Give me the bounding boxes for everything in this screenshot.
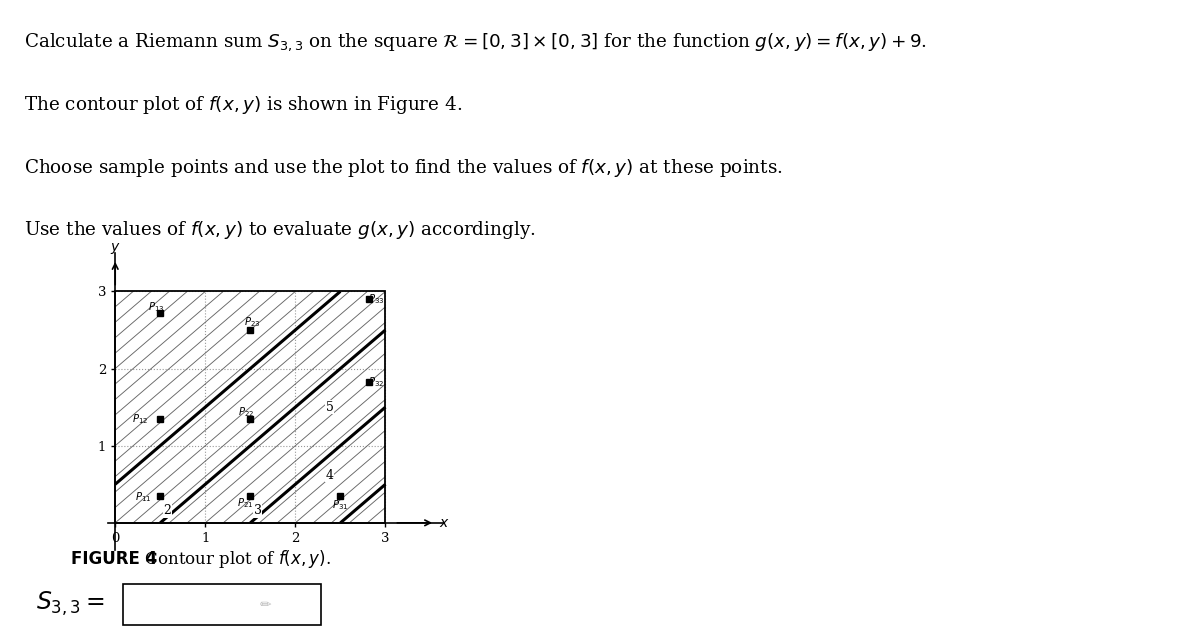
Text: $P_{31}$: $P_{31}$	[332, 498, 348, 512]
Text: Use the values of $f(x, y)$ to evaluate $g(x, y)$ accordingly.: Use the values of $f(x, y)$ to evaluate …	[24, 219, 535, 241]
Text: Contour plot of $f(x, y)$.: Contour plot of $f(x, y)$.	[134, 548, 331, 569]
FancyBboxPatch shape	[124, 584, 322, 625]
Text: 5: 5	[325, 401, 334, 413]
Text: $y$: $y$	[110, 241, 120, 256]
Text: $P_{23}$: $P_{23}$	[244, 315, 260, 329]
Text: 3: 3	[253, 504, 262, 517]
Text: Calculate a Riemann sum $S_{3,3}$ on the square $\mathcal{R} = [0, 3] \times [0,: Calculate a Riemann sum $S_{3,3}$ on the…	[24, 32, 926, 54]
Text: $P_{21}$: $P_{21}$	[236, 497, 253, 511]
Text: $P_{32}$: $P_{32}$	[368, 375, 384, 389]
Text: $S_{3,3} =$: $S_{3,3} =$	[36, 590, 106, 617]
Text: $x$: $x$	[439, 516, 450, 530]
Text: $P_{13}$: $P_{13}$	[149, 300, 164, 313]
Text: $P_{33}$: $P_{33}$	[368, 292, 385, 306]
Text: $P_{12}$: $P_{12}$	[132, 412, 149, 425]
Text: Choose sample points and use the plot to find the values of $f(x, y)$ at these p: Choose sample points and use the plot to…	[24, 157, 782, 179]
Text: $P_{11}$: $P_{11}$	[134, 490, 151, 504]
Text: 2: 2	[163, 504, 172, 517]
Text: FIGURE 4: FIGURE 4	[72, 550, 157, 568]
Text: ✏: ✏	[259, 598, 271, 612]
Text: 4: 4	[325, 468, 334, 482]
Bar	[115, 291, 385, 523]
Text: $P_{22}$: $P_{22}$	[238, 406, 254, 420]
Text: The contour plot of $f(x, y)$ is shown in Figure 4.: The contour plot of $f(x, y)$ is shown i…	[24, 94, 462, 116]
